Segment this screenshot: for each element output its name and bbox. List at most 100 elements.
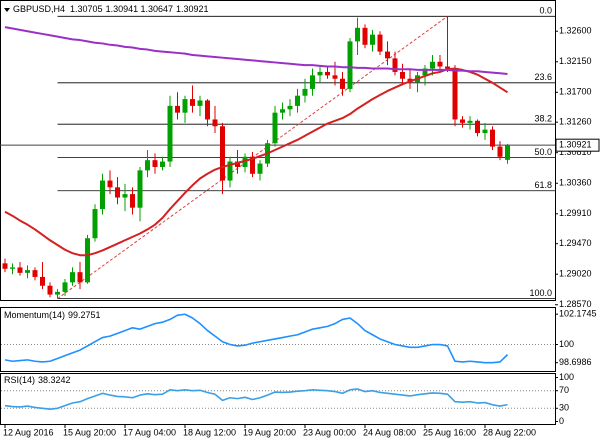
y-tick-label: 1.29020 — [559, 269, 592, 279]
y-tick-label: 0 — [559, 416, 564, 426]
candle-body — [452, 68, 458, 120]
y-tick-label: 100 — [559, 372, 574, 382]
candle-body — [197, 100, 203, 106]
y-tick-label: 1.29470 — [559, 238, 592, 248]
fib-label: 23.6 — [534, 72, 552, 82]
candle-body — [325, 71, 330, 76]
x-tick-label: 25 Aug 16:00 — [423, 427, 476, 437]
x-tick-label: 12 Aug 2016 — [3, 427, 54, 437]
candle-body — [370, 34, 375, 45]
candle-body — [227, 161, 233, 181]
candle-body — [205, 100, 210, 120]
candle-body — [400, 71, 405, 79]
y-tick-label: 102.1745 — [559, 309, 597, 319]
candle-body — [47, 285, 53, 295]
candle-body — [430, 61, 435, 69]
candle-body — [287, 105, 293, 110]
y-tick-label: 30 — [559, 403, 569, 413]
candle-body — [220, 126, 225, 181]
candle-body — [25, 270, 30, 273]
candle-body — [167, 105, 173, 162]
candle-body — [347, 41, 353, 89]
candle-body — [10, 267, 15, 269]
header-open: 1.30705 — [70, 4, 103, 14]
candle-body — [190, 99, 195, 106]
x-tick-label: 28 Aug 22:00 — [483, 427, 536, 437]
candle-body — [310, 75, 315, 89]
current-price-box — [555, 138, 600, 152]
candle-body — [437, 61, 443, 67]
candle-body — [460, 119, 465, 123]
candle-body — [505, 145, 510, 160]
indicator-line — [4, 388, 508, 410]
header-high: 1.30941 — [106, 4, 139, 14]
candle-body — [445, 66, 450, 69]
candle-body — [257, 163, 263, 174]
candle-body — [490, 129, 495, 147]
rsi-header: RSI(14) 38.3242 — [4, 375, 71, 385]
candle-body — [497, 146, 503, 157]
candle-body — [152, 160, 158, 167]
y-tick-label: 70 — [559, 385, 569, 395]
candle-body — [55, 291, 60, 295]
candle-body — [332, 75, 338, 79]
candle-body — [130, 194, 135, 208]
header-close: 1.30921 — [176, 4, 209, 14]
y-tick-label: 1.29910 — [559, 208, 592, 218]
momentum-title: Momentum(14) — [4, 310, 65, 320]
fib-label: 50.0 — [534, 147, 552, 157]
fib-label: 38.2 — [534, 114, 552, 124]
rsi-title: RSI(14) — [4, 375, 35, 385]
candle-body — [175, 105, 180, 113]
candle-body — [302, 88, 308, 96]
candle-body — [377, 34, 383, 52]
candle-body — [340, 78, 345, 89]
x-tick-label: 24 Aug 08:00 — [363, 427, 416, 437]
candle-body — [182, 99, 188, 113]
candle-body — [295, 95, 300, 106]
candle-body — [77, 272, 83, 283]
candle-body — [385, 51, 390, 59]
candle-body — [280, 109, 285, 113]
candle-body — [92, 209, 98, 239]
candle-body — [122, 194, 128, 198]
y-tick-label: 1.32600 — [559, 26, 592, 36]
y-tick-label: 1.30810 — [559, 147, 592, 157]
fib-label: 61.8 — [534, 180, 552, 190]
momentum-current: 99.2751 — [68, 310, 101, 320]
candle-body — [475, 120, 480, 134]
moving-average — [4, 67, 509, 257]
candle-body — [115, 187, 120, 198]
candle-body — [212, 119, 218, 127]
candle-body — [467, 120, 473, 123]
fib-label: 0.0 — [539, 6, 552, 16]
chart-header: GBPUSD,H4 1.30705 1.30941 1.30647 1.30921 — [13, 4, 209, 14]
rsi-current: 38.3242 — [38, 375, 71, 385]
candle-body — [160, 161, 165, 167]
candle-body — [235, 161, 240, 167]
candle-body — [250, 156, 255, 174]
indicator-line — [4, 313, 509, 364]
x-tick-label: 15 Aug 20:00 — [63, 427, 116, 437]
y-tick-label: 100 — [559, 339, 574, 349]
rsi-panel — [0, 373, 556, 425]
y-tick-label: 98.6986 — [559, 357, 592, 367]
candle-body — [145, 160, 150, 171]
y-tick-label: 1.31260 — [559, 117, 592, 127]
momentum-panel — [0, 307, 556, 372]
candle-body — [422, 68, 428, 76]
candle-body — [107, 180, 113, 188]
symbol-icon — [4, 8, 10, 12]
moving-average — [4, 26, 508, 75]
y-tick-label: 1.31700 — [559, 87, 592, 97]
candle-body — [272, 112, 278, 144]
x-tick-label: 19 Aug 20:00 — [243, 427, 296, 437]
candle-body — [100, 180, 105, 210]
y-tick-label: 1.30360 — [559, 178, 592, 188]
candle-body — [32, 270, 38, 277]
x-tick-label: 23 Aug 00:00 — [303, 427, 356, 437]
candle-body — [40, 276, 45, 286]
current-price-label: 1.30921 — [559, 140, 592, 150]
y-tick-label: 1.28570 — [559, 299, 592, 309]
